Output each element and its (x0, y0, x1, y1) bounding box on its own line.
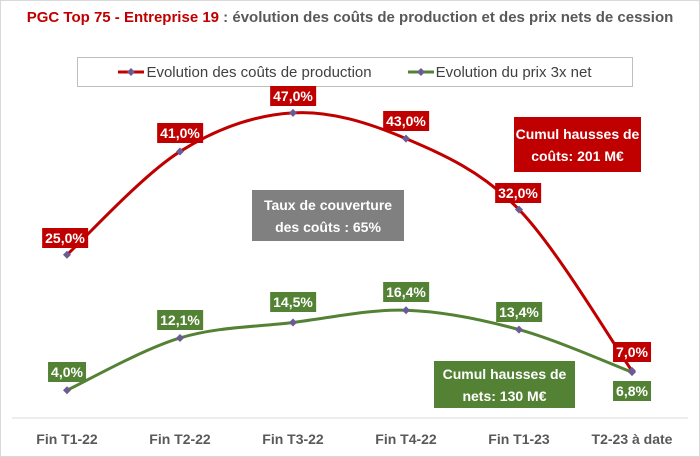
x-tick-label: Fin T1-22 (36, 431, 98, 447)
data-point-marker (402, 306, 410, 315)
title-highlight: PGC Top 75 - Entreprise 19 (26, 9, 220, 26)
legend-item-prices: Evolution du prix 3x net (407, 63, 592, 81)
data-point-marker (515, 205, 523, 214)
data-point-marker (63, 250, 71, 259)
data-point-marker (176, 147, 184, 156)
data-point-marker (515, 325, 523, 334)
chart-title: PGC Top 75 - Entreprise 19 : évolution d… (0, 8, 700, 28)
x-tick-label: Fin T2-22 (149, 431, 211, 447)
legend-label: Evolution des coûts de production (146, 63, 372, 81)
data-label: 25,0% (42, 227, 88, 248)
data-label: 4,0% (48, 362, 86, 383)
data-point-marker (176, 333, 184, 342)
data-label: 43,0% (383, 110, 429, 131)
annotation-cost: Cumul hausses de coûts: 201 M€ (514, 117, 641, 172)
data-point-marker (289, 318, 297, 327)
data-label: 6,8% (613, 381, 651, 402)
annotation-coverage: Taux de couverture des coûts : 65% (252, 190, 404, 241)
data-label: 13,4% (496, 301, 542, 322)
annotation-nets-text: Cumul hausses de nets: 130 M€ (442, 365, 567, 404)
data-label: 12,1% (157, 309, 203, 330)
data-point-marker (289, 108, 297, 117)
x-tick-label: Fin T4-22 (375, 431, 437, 447)
legend-label: Evolution du prix 3x net (435, 63, 592, 81)
series-line-1 (66, 308, 633, 392)
annotation-nets: Cumul hausses de nets: 130 M€ (434, 361, 575, 408)
annotation-cost-text: Cumul hausses de coûts: 201 M€ (515, 125, 640, 164)
x-tick-label: T2-23 à date (591, 431, 673, 447)
data-label: 14,5% (270, 292, 316, 313)
data-label: 47,0% (270, 85, 316, 106)
series-line-0 (65, 111, 634, 372)
data-label: 7,0% (613, 341, 651, 362)
x-tick-label: Fin T1-23 (488, 431, 550, 447)
data-label: 32,0% (495, 182, 541, 203)
legend-item-costs: Evolution des coûts de production (118, 63, 372, 81)
title-rest: : évolution des coûts de production et d… (219, 9, 674, 26)
data-label: 41,0% (157, 122, 203, 143)
data-point-marker (628, 368, 636, 377)
data-point-marker (402, 134, 410, 143)
legend-swatch-green (407, 68, 434, 76)
legend-swatch-red (118, 68, 145, 76)
legend: Evolution des coûts de production Evolut… (77, 57, 633, 87)
data-label: 16,4% (383, 282, 429, 303)
annotation-coverage-text: Taux de couverture des coûts : 65% (263, 196, 393, 235)
x-tick-label: Fin T3-22 (262, 431, 324, 447)
data-point-marker (63, 386, 71, 395)
